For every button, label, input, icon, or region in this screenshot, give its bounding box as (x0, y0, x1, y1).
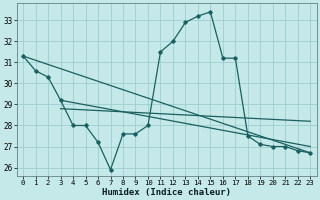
X-axis label: Humidex (Indice chaleur): Humidex (Indice chaleur) (102, 188, 231, 197)
